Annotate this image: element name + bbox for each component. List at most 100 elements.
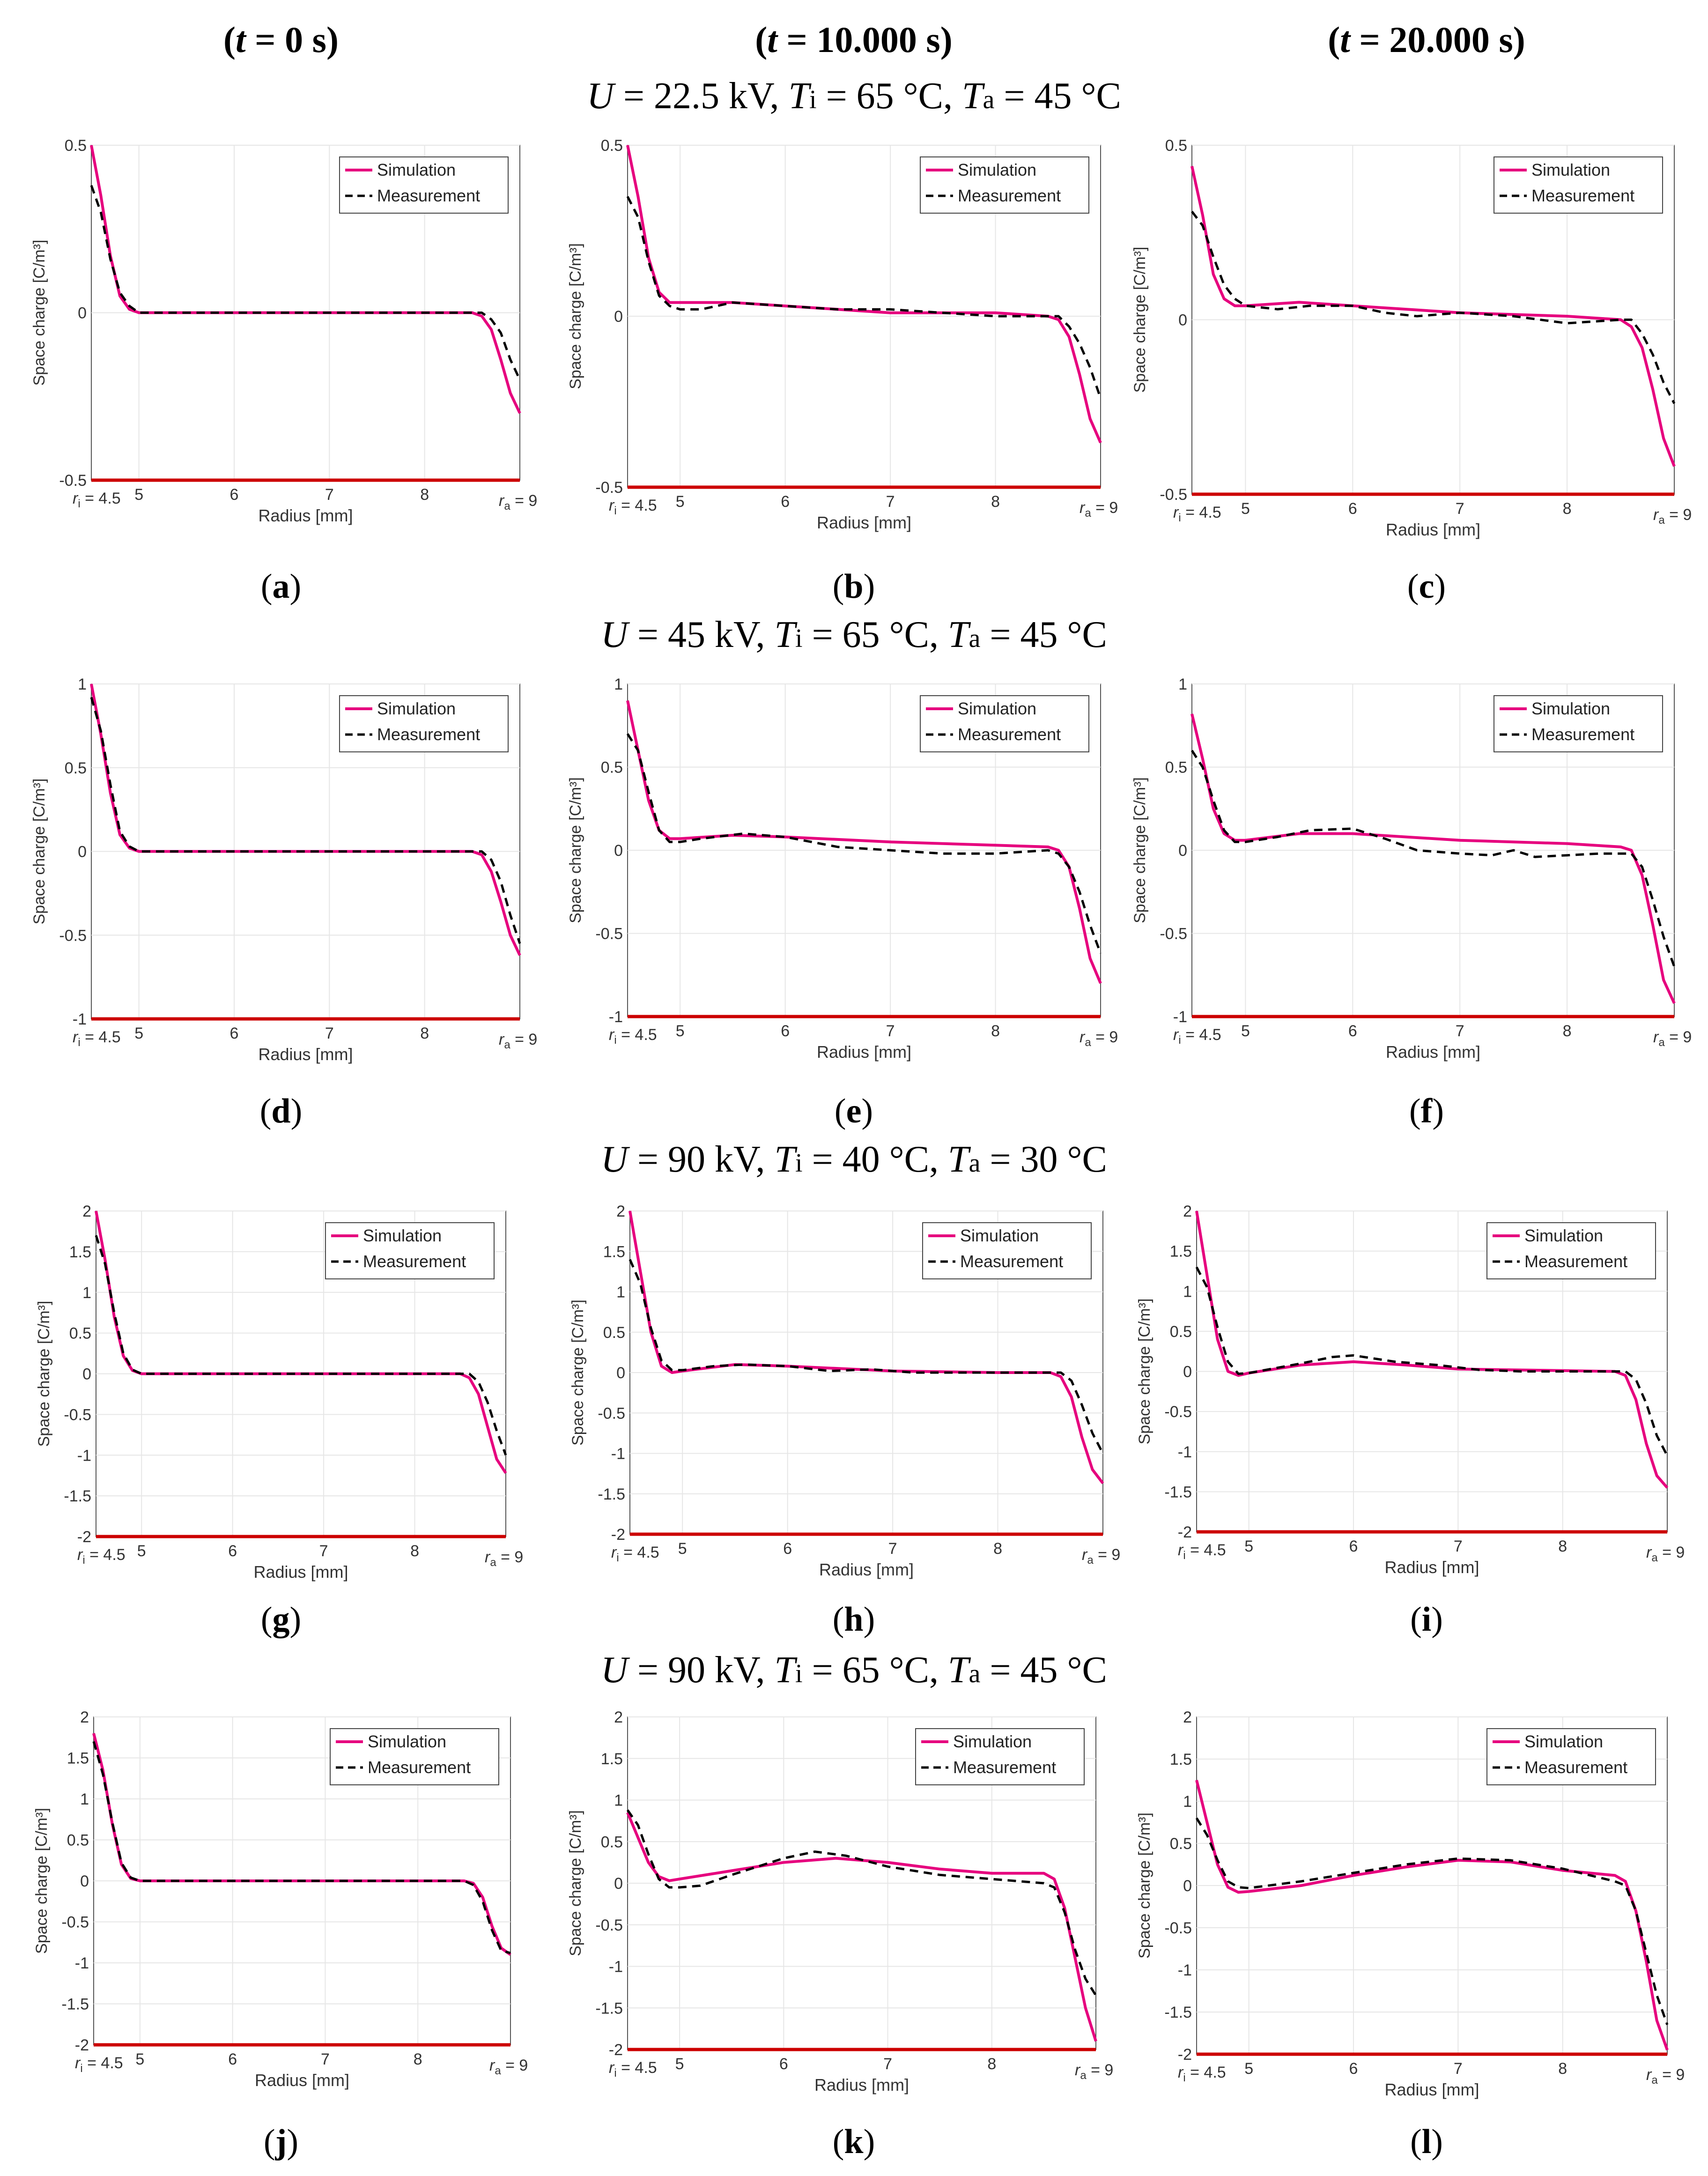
chart-c-xtick-1: 6 <box>1348 500 1357 518</box>
chart-i-xtick-2: 7 <box>1454 1537 1463 1555</box>
chart-l-ytick-8: 2 <box>1183 1708 1192 1726</box>
chart-i-series-measurement <box>1195 1266 1669 1456</box>
chart-l-ytick-3: -0.5 <box>1164 1919 1192 1937</box>
chart-l-ytick-4: 0 <box>1183 1877 1192 1895</box>
chart-a-legend <box>339 156 509 214</box>
chart-e-legend <box>920 695 1089 752</box>
chart-b-ri-label: ri = 4.5 <box>609 497 657 517</box>
chart-e-series-measurement <box>626 733 1102 954</box>
panel-label-k: (k) <box>832 2123 875 2161</box>
chart-l-xtick-1: 6 <box>1349 2060 1358 2078</box>
column-title-0: (t = 0 s) <box>223 19 339 60</box>
chart-a-xtick-3: 8 <box>420 486 429 504</box>
chart-a-legend-label-1: Measurement <box>377 186 480 205</box>
chart-d-ytick-1: -0.5 <box>59 927 87 944</box>
chart-k-ytick-5: 0.5 <box>601 1833 623 1851</box>
chart-i-series-simulation <box>1195 1211 1669 1489</box>
chart-i: 5 6 7 8 -2 -1.5 -1 -0.5 0 0.5 1 1.5 2 ri = 4.5 ra = 9 R… <box>1136 1203 1685 1577</box>
chart-h-ytick-1: -1.5 <box>598 1485 625 1503</box>
chart-d-legend-label-0: Simulation <box>377 699 456 718</box>
chart-h-legend-label-0: Simulation <box>960 1226 1039 1245</box>
chart-j-xtick-3: 8 <box>414 2050 422 2068</box>
chart-d-xtick-2: 7 <box>325 1025 334 1042</box>
chart-c-legend-label-0: Simulation <box>1531 160 1610 179</box>
chart-f-ytick-3: 0.5 <box>1165 759 1187 777</box>
chart-k-legend <box>915 1728 1085 1785</box>
chart-j-xtick-1: 6 <box>228 2050 237 2068</box>
chart-h-xtick-1: 6 <box>783 1540 792 1558</box>
chart-h-ytick-6: 1 <box>616 1284 625 1301</box>
chart-i-xtick-0: 5 <box>1244 1537 1253 1555</box>
panel-label-h: (h) <box>832 1600 875 1639</box>
chart-g-ri-label: ri = 4.5 <box>77 1546 126 1567</box>
chart-a-ra-label: ra = 9 <box>499 492 537 512</box>
panel-label-d: (d) <box>259 1092 303 1130</box>
chart-b-xtick-2: 7 <box>886 493 895 511</box>
chart-c-legend-label-1: Measurement <box>1531 186 1634 205</box>
chart-j-ytick-8: 2 <box>80 1708 89 1726</box>
chart-a-xlabel: Radius [mm] <box>258 506 353 525</box>
chart-b-ytick-2: 0.5 <box>601 137 623 155</box>
chart-c-ylabel: Space charge [C/m³] <box>1131 247 1149 393</box>
chart-b-series-measurement <box>626 196 1102 399</box>
chart-j-xlabel: Radius [mm] <box>255 2071 349 2090</box>
panel-label-f: (f) <box>1409 1092 1444 1130</box>
chart-f-ytick-1: -0.5 <box>1160 925 1187 943</box>
chart-c-ytick-2: 0.5 <box>1165 137 1187 155</box>
chart-g-series-measurement <box>95 1235 507 1456</box>
chart-h-legend-label-1: Measurement <box>960 1252 1063 1271</box>
chart-g-xlabel: Radius [mm] <box>253 1562 348 1582</box>
chart-e-ra-label: ra = 9 <box>1080 1028 1118 1049</box>
chart-i-ri-label: ri = 4.5 <box>1178 1541 1226 1562</box>
chart-c-ytick-0: -0.5 <box>1160 486 1187 504</box>
chart-f-series-measurement <box>1190 750 1676 967</box>
column-title-2: (t = 20.000 s) <box>1328 19 1525 60</box>
chart-g-ytick-6: 1 <box>82 1284 91 1302</box>
chart-i-ytick-1: -1.5 <box>1164 1483 1192 1501</box>
chart-e-ytick-1: -0.5 <box>595 925 623 943</box>
chart-g-xtick-0: 5 <box>137 1542 146 1560</box>
chart-a-series-measurement <box>90 185 521 380</box>
chart-l-ri-label: ri = 4.5 <box>1178 2064 1226 2084</box>
chart-f-xtick-3: 8 <box>1563 1022 1572 1040</box>
chart-a-ri-label: ri = 4.5 <box>73 490 121 510</box>
chart-g-xtick-1: 6 <box>228 1542 237 1560</box>
chart-i-legend <box>1486 1222 1656 1279</box>
chart-h-ytick-2: -1 <box>611 1445 625 1463</box>
chart-f-ylabel: Space charge [C/m³] <box>1131 777 1149 923</box>
chart-a-xtick-0: 5 <box>134 486 143 504</box>
chart-d-legend-label-1: Measurement <box>377 725 480 744</box>
chart-c-legend <box>1494 156 1663 214</box>
chart-a-ylabel: Space charge [C/m³] <box>30 240 48 386</box>
row-title-0: U = 22.5 kV, Ti = 65 °C, Ta = 45 °C <box>587 75 1121 117</box>
panel-label-i: (i) <box>1410 1600 1443 1639</box>
chart-i-ytick-4: 0 <box>1183 1363 1192 1381</box>
chart-l-ytick-0: -2 <box>1178 2046 1192 2064</box>
chart-c-xlabel: Radius [mm] <box>1386 520 1480 539</box>
chart-d-ytick-3: 0.5 <box>65 759 87 777</box>
chart-a-ytick-2: 0.5 <box>65 137 87 155</box>
chart-b-ytick-1: 0 <box>614 308 623 326</box>
chart-h-ytick-3: -0.5 <box>598 1404 625 1422</box>
chart-i-ytick-2: -1 <box>1178 1443 1192 1461</box>
row-title-3: U = 90 kV, Ti = 65 °C, Ta = 45 °C <box>601 1649 1107 1691</box>
chart-g-ytick-1: -1.5 <box>64 1487 91 1505</box>
chart-j-ytick-5: 0.5 <box>67 1832 89 1849</box>
chart-g-ylabel: Space charge [C/m³] <box>35 1301 53 1447</box>
chart-l-xtick-2: 7 <box>1454 2060 1463 2078</box>
chart-h-ytick-0: -2 <box>611 1526 625 1544</box>
chart-j-ytick-0: -2 <box>75 2036 89 2054</box>
chart-i-xlabel: Radius [mm] <box>1384 1558 1479 1577</box>
chart-k-xtick-3: 8 <box>987 2055 996 2073</box>
chart-l: 5 6 7 8 -2 -1.5 -1 -0.5 0 0.5 1 1.5 2 ri = 4.5 ra = 9 R… <box>1136 1708 1685 2099</box>
chart-l-ytick-1: -1.5 <box>1164 2004 1192 2021</box>
chart-b-xtick-3: 8 <box>991 493 1000 511</box>
chart-a-xtick-2: 7 <box>325 486 334 504</box>
chart-f-legend-label-1: Measurement <box>1531 725 1634 744</box>
chart-e: 5 6 7 8 -1 -0.5 0 0.5 1 ri = 4.5 ra = 9 Radius [mm]… <box>567 676 1118 1062</box>
panel-label-j: (j) <box>264 2123 298 2161</box>
chart-i-ytick-3: -0.5 <box>1164 1403 1192 1421</box>
chart-h-series-measurement <box>628 1259 1104 1454</box>
chart-k-ra-label: ra = 9 <box>1075 2061 1113 2082</box>
chart-b-ylabel: Space charge [C/m³] <box>567 243 584 389</box>
